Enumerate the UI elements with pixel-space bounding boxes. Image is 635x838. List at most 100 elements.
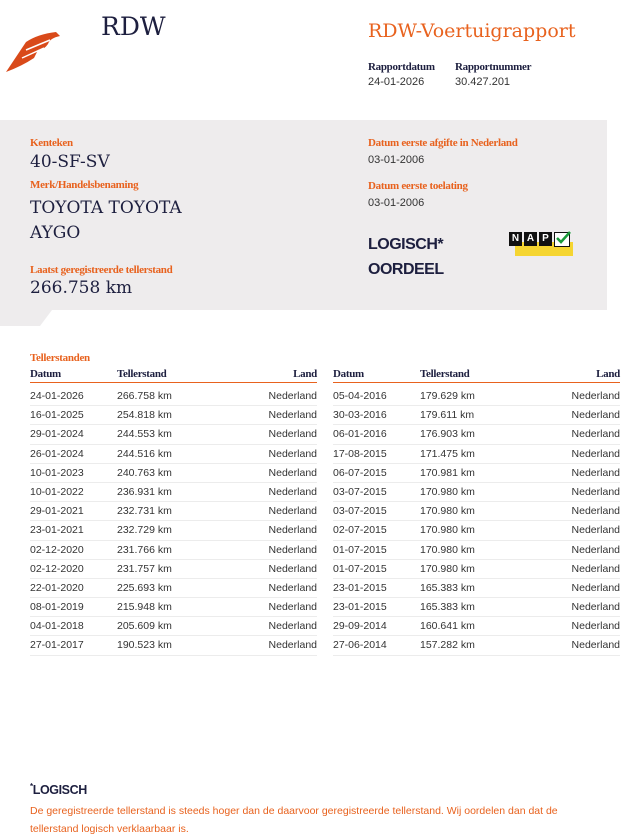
first-issue-nl-value: 03-01-2006: [368, 154, 425, 166]
cell-odometer: 157.282 km: [420, 639, 475, 652]
cell-odometer: 179.611 km: [420, 409, 475, 422]
cell-odometer: 170.980 km: [420, 543, 475, 556]
table-row: 16-01-2025 254.818 km Nederland: [30, 406, 317, 426]
cell-odometer: 244.553 km: [117, 428, 172, 441]
cell-country: Nederland: [571, 505, 620, 518]
table-row: 10-01-2022 236.931 km Nederland: [30, 483, 317, 503]
table-row: 06-07-2015 170.981 km Nederland: [333, 464, 620, 483]
verdict-line2: OORDEEL: [368, 261, 444, 278]
cell-odometer: 170.980 km: [420, 562, 475, 575]
cell-odometer: 190.523 km: [117, 639, 172, 652]
cell-odometer: 170.980 km: [420, 485, 475, 498]
cell-date: 02-12-2020: [30, 562, 84, 575]
cell-country: Nederland: [571, 466, 620, 479]
cell-country: Nederland: [571, 524, 620, 537]
table-row: 02-12-2020 231.766 km Nederland: [30, 541, 317, 560]
cell-country: Nederland: [268, 620, 317, 633]
report-date: 24-01-2026: [368, 76, 425, 88]
table-row: 02-07-2015 170.980 km Nederland: [333, 521, 620, 541]
cell-odometer: 240.763 km: [117, 466, 172, 479]
table-header: Datum Tellerstand Land: [30, 368, 317, 383]
readings-title: Tellerstanden: [30, 352, 90, 364]
report-number-label: Rapportnummer: [455, 61, 532, 73]
cell-date: 08-01-2019: [30, 601, 84, 614]
table-row: 26-01-2024 244.516 km Nederland: [30, 445, 317, 464]
cell-odometer: 232.731 km: [117, 505, 172, 518]
cell-country: Nederland: [268, 466, 317, 479]
odometer-value: 266.758 km: [30, 278, 133, 298]
cell-date: 29-01-2024: [30, 428, 84, 441]
column-odometer: Tellerstand: [420, 368, 470, 380]
cell-country: Nederland: [268, 601, 317, 614]
cell-date: 03-07-2015: [333, 505, 387, 518]
cell-odometer: 171.475 km: [420, 447, 475, 460]
cell-date: 22-01-2020: [30, 581, 84, 594]
table-row: 29-01-2024 244.553 km Nederland: [30, 425, 317, 445]
table-row: 10-01-2023 240.763 km Nederland: [30, 464, 317, 483]
first-issue-nl-label: Datum eerste afgifte in Nederland: [368, 137, 518, 149]
cell-country: Nederland: [571, 390, 620, 402]
cell-country: Nederland: [268, 505, 317, 518]
rdw-logo-icon: [4, 28, 62, 74]
cell-country: Nederland: [571, 581, 620, 594]
cell-date: 24-01-2026: [30, 390, 84, 402]
footnote-asterisk: *: [30, 782, 33, 791]
readings-table-left: Datum Tellerstand Land 24-01-2026 266.758…: [30, 368, 317, 656]
cell-odometer: 236.931 km: [117, 485, 172, 498]
cell-date: 03-07-2015: [333, 485, 387, 498]
table-header: Datum Tellerstand Land: [333, 368, 620, 383]
cell-odometer: 244.516 km: [117, 447, 172, 460]
nap-letter-a: A: [524, 232, 537, 246]
cell-country: Nederland: [571, 620, 620, 633]
table-row: 08-01-2019 215.948 km Nederland: [30, 598, 317, 618]
cell-odometer: 231.757 km: [117, 562, 172, 575]
cell-country: Nederland: [268, 447, 317, 460]
cell-odometer: 225.693 km: [117, 581, 172, 594]
cell-odometer: 215.948 km: [117, 601, 172, 614]
cell-date: 05-04-2016: [333, 390, 387, 402]
column-country: Land: [596, 368, 620, 380]
report-number: 30.427.201: [455, 76, 511, 88]
plate-value: 40-SF-SV: [30, 152, 110, 172]
cell-date: 01-07-2015: [333, 543, 387, 556]
cell-country: Nederland: [571, 562, 620, 575]
nap-logo-icon: N A P: [509, 231, 573, 256]
make-label: Merk/Handelsbenaming: [30, 179, 139, 191]
table-row: 04-01-2018 205.609 km Nederland: [30, 617, 317, 637]
table-row: 22-01-2020 225.693 km Nederland: [30, 579, 317, 599]
table-row: 05-04-2016 179.629 km Nederland: [333, 387, 620, 407]
cell-date: 17-08-2015: [333, 447, 387, 460]
cell-country: Nederland: [571, 601, 620, 614]
table-row: 27-01-2017 190.523 km Nederland: [30, 636, 317, 656]
cell-date: 02-07-2015: [333, 524, 387, 537]
table-row: 01-07-2015 170.980 km Nederland: [333, 560, 620, 579]
cell-country: Nederland: [571, 543, 620, 556]
cell-date: 27-01-2017: [30, 639, 84, 652]
cell-odometer: 179.629 km: [420, 390, 475, 402]
cell-date: 02-12-2020: [30, 543, 84, 556]
cell-odometer: 170.980 km: [420, 505, 475, 518]
cell-date: 23-01-2021: [30, 524, 84, 537]
table-row: 29-01-2021 232.731 km Nederland: [30, 502, 317, 522]
column-country: Land: [293, 368, 317, 380]
logo-text: RDW: [101, 12, 166, 41]
table-row: 06-01-2016 176.903 km Nederland: [333, 425, 620, 445]
cell-country: Nederland: [268, 524, 317, 537]
footnote-title: *LOGISCH: [30, 782, 87, 797]
make-line1: TOYOTA TOYOTA: [30, 198, 182, 218]
cell-odometer: 170.981 km: [420, 466, 475, 479]
cell-country: Nederland: [268, 485, 317, 498]
cell-date: 04-01-2018: [30, 620, 84, 633]
table-row: 23-01-2021 232.729 km Nederland: [30, 521, 317, 541]
cell-country: Nederland: [571, 485, 620, 498]
cell-odometer: 254.818 km: [117, 409, 172, 422]
nap-check-icon: [554, 231, 571, 247]
cell-country: Nederland: [268, 581, 317, 594]
odometer-label: Laatst geregistreerde tellerstand: [30, 264, 173, 276]
cell-country: Nederland: [268, 428, 317, 441]
cell-date: 26-01-2024: [30, 447, 84, 460]
table-row: 03-07-2015 170.980 km Nederland: [333, 483, 620, 503]
column-date: Datum: [30, 368, 61, 380]
cell-date: 10-01-2022: [30, 485, 84, 498]
table-row: 30-03-2016 179.611 km Nederland: [333, 406, 620, 426]
